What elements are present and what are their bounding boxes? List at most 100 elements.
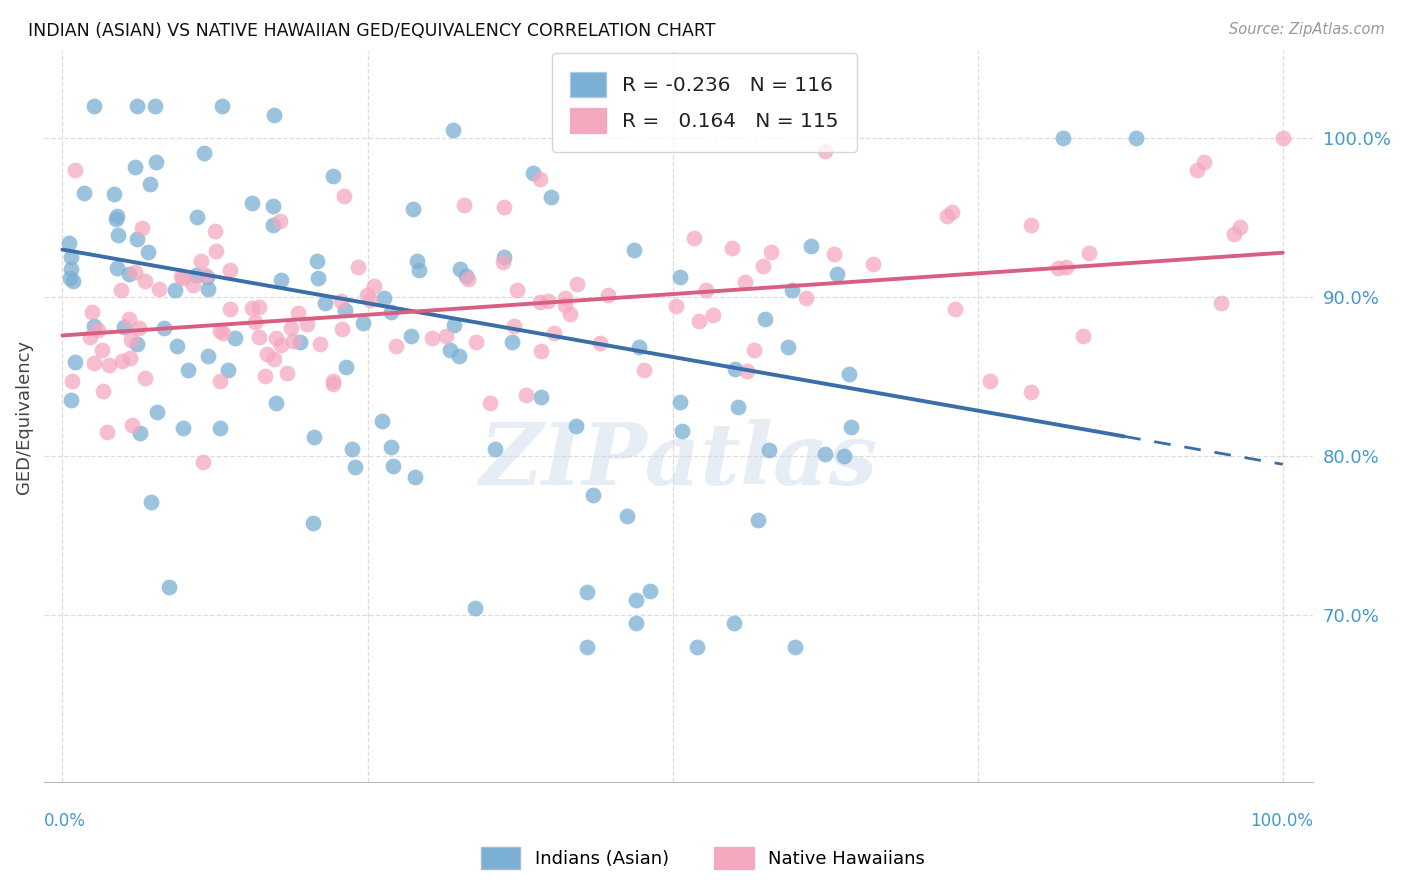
Point [941, 204, 963, 219]
Point [177, 362, 200, 376]
Point [1211, 296, 1233, 310]
Point [195, 269, 218, 284]
Point [453, 198, 475, 212]
Point [832, 449, 855, 463]
Point [529, 295, 551, 310]
Point [128, 425, 150, 440]
Point [124, 160, 146, 174]
Point [125, 99, 148, 113]
Point [1052, 131, 1074, 145]
Point [211, 99, 233, 113]
Point [943, 302, 966, 317]
Point [63, 355, 86, 369]
Point [307, 271, 329, 285]
Point [363, 279, 385, 293]
Point [356, 288, 378, 302]
Point [186, 211, 208, 225]
Point [104, 211, 127, 226]
Point [219, 263, 242, 277]
Point [492, 255, 515, 269]
Point [148, 282, 170, 296]
Point [124, 264, 146, 278]
Point [530, 343, 553, 358]
Point [83, 319, 105, 334]
Point [197, 350, 219, 364]
Point [118, 351, 141, 366]
Point [143, 99, 166, 113]
Point [270, 338, 292, 352]
Text: INDIAN (ASIAN) VS NATIVE HAWAIIAN GED/EQUIVALENCY CORRELATION CHART: INDIAN (ASIAN) VS NATIVE HAWAIIAN GED/EQ… [28, 22, 716, 40]
Point [404, 469, 426, 483]
Point [73, 186, 96, 200]
Point [346, 260, 368, 275]
Point [560, 307, 582, 321]
Point [165, 283, 187, 297]
Point [582, 488, 605, 502]
Point [742, 343, 765, 357]
Point [402, 202, 425, 216]
Point [263, 351, 285, 366]
Point [501, 335, 523, 350]
Point [443, 318, 465, 332]
Point [218, 302, 240, 317]
Point [380, 305, 402, 319]
Point [565, 418, 588, 433]
Point [240, 196, 263, 211]
Point [134, 275, 156, 289]
Point [735, 364, 758, 378]
Point [103, 186, 125, 201]
Point [105, 209, 128, 223]
Point [1054, 260, 1077, 275]
Point [633, 363, 655, 377]
Point [434, 328, 457, 343]
Point [408, 263, 430, 277]
Point [1271, 131, 1294, 145]
Point [240, 301, 263, 315]
Point [256, 347, 278, 361]
Point [128, 321, 150, 335]
Point [83, 99, 105, 113]
Point [134, 370, 156, 384]
Point [747, 513, 769, 527]
Point [197, 282, 219, 296]
Point [515, 388, 537, 402]
Point [589, 335, 612, 350]
Point [333, 189, 356, 203]
Point [264, 396, 287, 410]
Point [217, 363, 239, 377]
Point [330, 294, 353, 309]
Point [208, 421, 231, 435]
Point [665, 299, 688, 313]
Point [401, 329, 423, 343]
Point [492, 200, 515, 214]
Point [98, 358, 121, 372]
Legend: Indians (Asian), Native Hawaiians: Indians (Asian), Native Hawaiians [472, 838, 934, 879]
Point [529, 172, 551, 186]
Point [91, 384, 114, 399]
Point [204, 224, 226, 238]
Point [688, 314, 710, 328]
Point [1187, 163, 1209, 178]
Point [454, 268, 477, 283]
Point [1019, 385, 1042, 400]
Point [157, 580, 180, 594]
Point [406, 254, 429, 268]
Point [352, 317, 374, 331]
Point [283, 334, 305, 348]
Point [702, 308, 724, 322]
Point [80, 305, 103, 319]
Point [172, 270, 194, 285]
Point [554, 298, 576, 312]
Point [754, 312, 776, 326]
Point [441, 123, 464, 137]
Point [190, 254, 212, 268]
Point [457, 272, 479, 286]
Point [447, 349, 470, 363]
Point [380, 440, 402, 454]
Point [1077, 246, 1099, 260]
Point [121, 417, 143, 432]
Point [624, 592, 647, 607]
Point [211, 326, 233, 340]
Point [484, 442, 506, 456]
Point [464, 335, 486, 350]
